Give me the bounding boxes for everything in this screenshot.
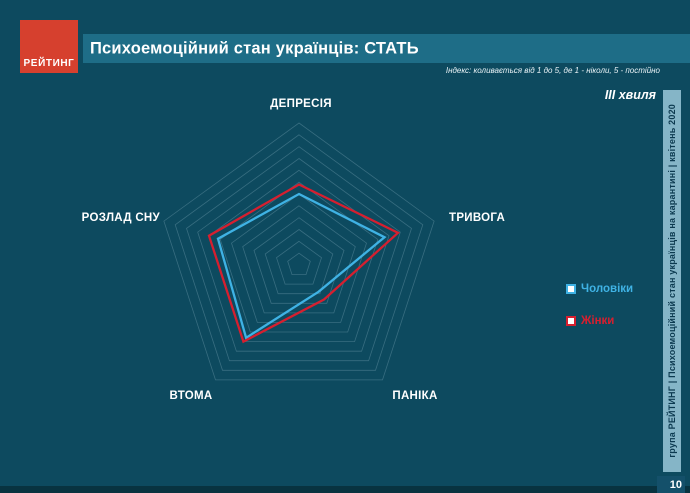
chart-legend: Чоловіки Жінки [566,283,633,347]
axis-label: ВТОМА [170,390,213,402]
axis-label: РОЗЛАД СНУ [82,212,161,224]
axis-label: ДЕПРЕСІЯ [270,98,332,110]
radar-grid-ring [242,205,356,314]
slide-title: Психоемоційний стан українців: СТАТЬ [90,39,419,57]
radar-grid-ring [208,169,390,343]
legend-label-women: Жінки [581,315,615,327]
index-scale-note: Індекс: коливається від 1 до 5, де 1 - н… [445,66,660,75]
radar-grid-ring [231,193,367,323]
logo-text: РЕЙТИНГ [23,58,75,69]
wave-label: ІІІ хвиля [604,88,656,102]
legend-marker-men [566,284,576,294]
legend-item-women: Жінки [566,315,633,327]
title-band: Психоемоційний стан українців: СТАТЬ [83,34,690,63]
radar-grid-ring [163,122,435,381]
vertical-sidebar: група РЕЙТИНГ | Психоемоційний стан укра… [663,90,681,472]
series-polygon-men [216,192,387,340]
axis-label: ТРИВОГА [449,212,505,224]
sidebar-text: група РЕЙТИНГ | Психоемоційний стан укра… [667,104,677,458]
legend-label-men: Чоловіки [581,283,634,295]
legend-marker-women [566,316,576,326]
axis-label: ПАНІКА [392,390,437,402]
series-polygon-women [207,183,401,344]
radar-grid-ring [276,240,322,285]
legend-item-men: Чоловіки [566,283,633,295]
page-number: 10 [669,478,682,491]
radar-grid-ring [197,158,401,352]
page-number-box: 10 [657,476,685,493]
radar-grid-ring [219,181,379,333]
radar-grid-ring [186,146,412,362]
bottom-strip [0,486,690,493]
rating-group-logo: РЕЙТИНГ [20,20,78,73]
radar-grid-ring [174,134,424,371]
radar-grid-ring [287,252,311,276]
radar-grid-ring [264,229,334,295]
